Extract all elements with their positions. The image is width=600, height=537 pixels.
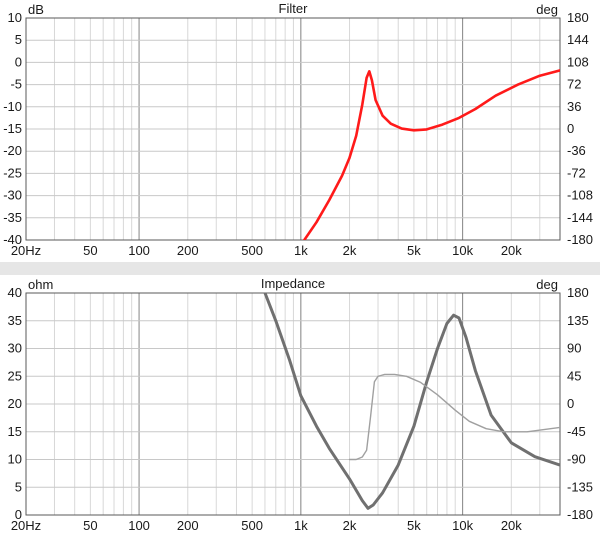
filter-x-tick-label: 1k (294, 243, 308, 258)
impedance-y-tick-label: 40 (8, 285, 22, 300)
impedance-y-tick-label: 0 (15, 507, 22, 522)
impedance-x-tick-label: 1k (294, 518, 308, 533)
filter-y2-tick-label: 72 (567, 77, 581, 92)
filter-chart-title: Filter (279, 1, 309, 16)
impedance-y2-tick-label: 180 (567, 285, 589, 300)
impedance-y-tick-label: 30 (8, 341, 22, 356)
filter-y-tick-label: -5 (10, 77, 22, 92)
impedance-x-tick-label: 10k (452, 518, 473, 533)
filter-y-tick-label: 5 (15, 32, 22, 47)
filter-y-tick-label: 0 (15, 54, 22, 69)
filter-x-tick-label: 2k (343, 243, 357, 258)
impedance-y-tick-label: 15 (8, 424, 22, 439)
impedance-x-tick-label: 5k (407, 518, 421, 533)
impedance-y2-tick-label: -45 (567, 424, 586, 439)
impedance-y-axis-label: ohm (28, 277, 53, 292)
filter-x-tick-label: 20Hz (11, 243, 41, 258)
impedance-x-tick-label: 2k (343, 518, 357, 533)
filter-x-tick-label: 10k (452, 243, 473, 258)
filter-y2-axis-label: deg (536, 2, 558, 17)
filter-y-tick-label: -10 (3, 99, 22, 114)
filter-x-tick-label: 50 (83, 243, 97, 258)
filter-y2-tick-label: -180 (567, 232, 593, 247)
impedance-y2-tick-label: -90 (567, 452, 586, 467)
impedance-plot-frame (25, 292, 561, 516)
filter-y2-tick-label: 0 (567, 121, 574, 136)
filter-y-tick-label: -15 (3, 121, 22, 136)
panel-separator (0, 262, 600, 275)
filter-y2-tick-label: -144 (567, 210, 593, 225)
filter-y-tick-label: -25 (3, 165, 22, 180)
filter-chart-panel: 10 5 0 -5 -10 -15 -20 -25 -30 -35 -40 180 144 108 72 36… (0, 0, 600, 262)
filter-y2-tick-label: 108 (567, 54, 589, 69)
impedance-y-tick-label: 10 (8, 452, 22, 467)
filter-y-tick-label: 10 (8, 10, 22, 25)
filter-x-tick-label: 100 (128, 243, 150, 258)
filter-y2-tick-label: 180 (567, 10, 589, 25)
impedance-chart: 403530252015105018013590450-45-90-135-18… (8, 276, 594, 533)
filter-y-tick-label: -35 (3, 210, 22, 225)
filter-y-axis-label: dB (28, 2, 44, 17)
impedance-y2-tick-label: 90 (567, 341, 581, 356)
impedance-chart-panel: 40 35 30 25 20 15 10 5 0 180 135 90 45 0 -45 -90 -135 -18… (0, 275, 600, 537)
impedance-x-tick-label: 20Hz (11, 518, 41, 533)
impedance-series-line-1 (263, 293, 560, 510)
filter-y-tick-label: -40 (3, 232, 22, 247)
filter-chart: 1050-5-10-15-20-25-30-35-401801441087236… (3, 1, 593, 258)
filter-y2-tick-label: 144 (567, 32, 589, 47)
filter-y-tick-label: -30 (3, 188, 22, 203)
filter-y2-tick-label: -72 (567, 165, 586, 180)
impedance-y2-tick-label: -180 (567, 507, 593, 522)
impedance-series-line-2 (348, 373, 560, 461)
impedance-x-tick-label: 100 (128, 518, 150, 533)
impedance-y2-axis-label: deg (536, 277, 558, 292)
impedance-y-tick-label: 5 (15, 479, 22, 494)
filter-x-tick-label: 5k (407, 243, 421, 258)
impedance-x-tick-label: 500 (241, 518, 263, 533)
impedance-y2-tick-label: 45 (567, 368, 581, 383)
impedance-y-tick-label: 20 (8, 396, 22, 411)
filter-plot-frame (25, 17, 561, 241)
filter-x-tick-label: 20k (501, 243, 522, 258)
filter-y2-tick-label: -108 (567, 188, 593, 203)
impedance-y2-tick-label: 135 (567, 313, 589, 328)
impedance-y-tick-label: 25 (8, 368, 22, 383)
impedance-y2-tick-label: 0 (567, 396, 574, 411)
impedance-x-tick-label: 50 (83, 518, 97, 533)
filter-series-line-1 (303, 69, 560, 240)
impedance-y2-tick-label: -135 (567, 479, 593, 494)
filter-y2-tick-label: -36 (567, 143, 586, 158)
impedance-x-tick-label: 20k (501, 518, 522, 533)
filter-y2-tick-label: 36 (567, 99, 581, 114)
filter-x-tick-label: 500 (241, 243, 263, 258)
filter-y-tick-label: -20 (3, 143, 22, 158)
impedance-y-tick-label: 35 (8, 313, 22, 328)
filter-x-tick-label: 200 (177, 243, 199, 258)
impedance-x-tick-label: 200 (177, 518, 199, 533)
impedance-chart-title: Impedance (261, 276, 325, 291)
